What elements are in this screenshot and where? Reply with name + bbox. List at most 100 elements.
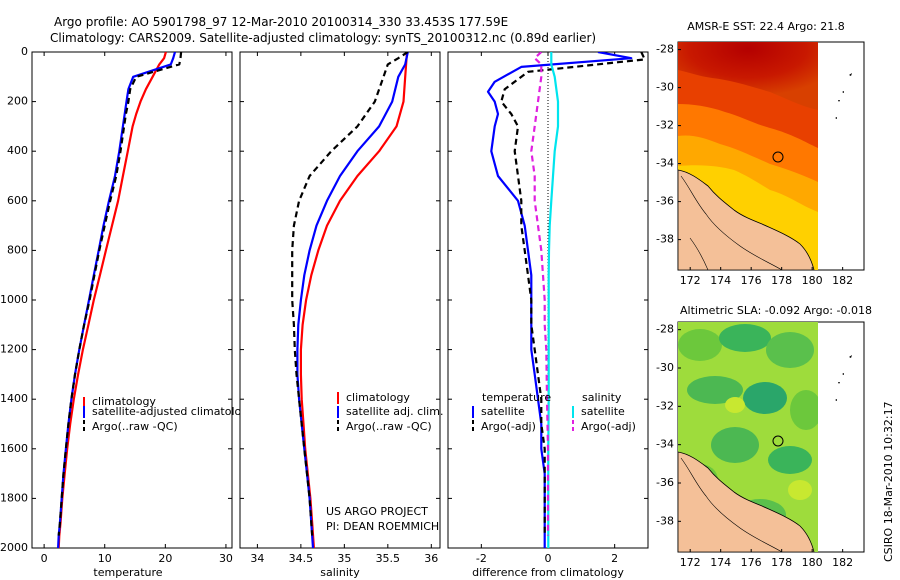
salinity-xlabel: salinity xyxy=(320,566,360,579)
difference-xlabel: difference from climatology xyxy=(472,566,624,579)
series-line-salinity-satellite xyxy=(547,52,560,548)
temperature-ticks: 0 10 20 30 0 200 400 600 800 1000 1200 1400 1600 1800… xyxy=(0,45,233,565)
y-tick-label: 600 xyxy=(7,194,28,207)
panel-salinity: 34 34.5 35 35.5 36 salinity climatology sate… xyxy=(239,51,443,579)
x-tick-label: 0 xyxy=(545,552,552,565)
map-y-tick-label: -28 xyxy=(656,323,674,336)
map-x-tick-label: 174 xyxy=(710,274,731,287)
map-sla-land xyxy=(678,451,815,552)
legend-label-climatology: climatology xyxy=(92,395,156,408)
figure-title-line1: Argo profile: AO 5901798_97 12-Mar-2010 … xyxy=(54,15,508,29)
legend-label-temp-satellite: satellite xyxy=(481,405,525,418)
map-y-tick-label: -30 xyxy=(656,361,674,374)
map-y-tick-label: -38 xyxy=(656,233,674,246)
figure-title-line2: Climatology: CARS2009. Satellite-adjuste… xyxy=(50,31,596,45)
map-y-tick-label: -34 xyxy=(656,438,674,451)
map-x-tick-label: 174 xyxy=(710,556,731,569)
map-sla: Altimetric SLA: -0.092 Argo: -0.018 172 1… xyxy=(656,304,872,569)
panel-difference: -2 0 2 difference from climatology tempera… xyxy=(447,51,649,579)
x-tick-label: 2 xyxy=(611,552,618,565)
x-tick-label: 36 xyxy=(424,552,438,565)
y-tick-label: 0 xyxy=(21,45,28,58)
map-y-tick-label: -36 xyxy=(656,476,674,489)
map-sla-field xyxy=(678,322,818,552)
project-name: US ARGO PROJECT xyxy=(326,505,428,518)
salinity-series-group xyxy=(291,52,409,548)
y-tick-label: 1000 xyxy=(0,293,28,306)
temperature-xlabel: temperature xyxy=(93,566,162,579)
map-y-tick-label: -36 xyxy=(656,195,674,208)
x-tick-label: 35 xyxy=(337,552,351,565)
map-sst-field xyxy=(678,42,818,270)
y-tick-label: 400 xyxy=(7,144,28,157)
x-tick-label: 20 xyxy=(158,552,172,565)
legend-group-temperature: temperature xyxy=(482,391,551,404)
salinity-legend: climatology satellite adj. clim. Argo(..… xyxy=(337,391,443,433)
x-tick-label: 34.5 xyxy=(289,552,314,565)
x-tick-label: 35.5 xyxy=(376,552,401,565)
y-tick-label: 1400 xyxy=(0,392,28,405)
salinity-axes-box xyxy=(239,51,441,549)
temperature-legend: climatology satellite-adjusted climatolo… xyxy=(83,395,255,433)
map-x-tick-label: 182 xyxy=(832,274,853,287)
map-x-tick-label: 180 xyxy=(802,556,823,569)
map-x-tick-label: 176 xyxy=(741,274,762,287)
y-tick-label: 800 xyxy=(7,243,28,256)
series-line-salinity-argo-adj- xyxy=(530,52,550,536)
legend-label-argo: Argo(..raw -QC) xyxy=(346,420,432,433)
map-sst-land xyxy=(678,169,815,270)
series-line-argo-raw-qc- xyxy=(57,52,183,536)
x-tick-label: 10 xyxy=(98,552,112,565)
map-x-tick-label: 172 xyxy=(680,556,701,569)
y-tick-label: 1600 xyxy=(0,442,28,455)
series-line-argo-raw-qc- xyxy=(291,52,409,536)
map-y-tick-label: -30 xyxy=(656,81,674,94)
x-tick-label: 34 xyxy=(250,552,264,565)
map-sst-ticks: 172 174 176 178 180 182 -28 -30 -32 -34 -36 -38 xyxy=(656,43,853,287)
difference-ticks: -2 0 2 xyxy=(448,51,648,565)
series-line-temperature-satellite xyxy=(486,52,633,548)
x-tick-label: 0 xyxy=(41,552,48,565)
argo-position-marker xyxy=(772,151,784,163)
argo-position-marker xyxy=(772,435,784,447)
map-x-tick-label: 176 xyxy=(741,556,762,569)
credit-label: CSIRO 18-Mar-2010 10:32:17 xyxy=(882,401,895,562)
map-y-tick-label: -38 xyxy=(656,514,674,527)
x-tick-label: -2 xyxy=(476,552,487,565)
map-sla-title: Altimetric SLA: -0.092 Argo: -0.018 xyxy=(680,304,872,317)
map-sst: AMSR-E SST: 22.4 Argo: 21.8 172 174 176 178… xyxy=(656,20,865,287)
difference-series-group xyxy=(486,52,646,548)
legend-label-sal-argo: Argo(-adj) xyxy=(581,420,636,433)
series-line-temperature-argo-adj- xyxy=(500,52,646,536)
difference-legend: temperature salinity satellite Argo(-adj… xyxy=(472,391,636,433)
series-line-satellite-adjusted-climatology xyxy=(57,52,177,548)
y-tick-label: 2000 xyxy=(0,541,28,554)
legend-label-satellite: satellite adj. clim. xyxy=(346,405,443,418)
legend-label-climatology: climatology xyxy=(346,391,410,404)
x-tick-label: 30 xyxy=(219,552,233,565)
temperature-series-group xyxy=(57,52,183,548)
panel-temperature: 0 10 20 30 0 200 400 600 800 1000 1200 1400 1600 1800… xyxy=(0,45,255,579)
legend-label-argo: Argo(..raw -QC) xyxy=(92,420,178,433)
map-y-tick-label: -32 xyxy=(656,399,674,412)
y-tick-label: 200 xyxy=(7,95,28,108)
map-x-tick-label: 180 xyxy=(802,274,823,287)
series-line-climatology xyxy=(57,52,167,548)
legend-group-salinity: salinity xyxy=(582,391,622,404)
y-tick-label: 1200 xyxy=(0,343,28,356)
map-y-tick-label: -32 xyxy=(656,119,674,132)
map-x-tick-label: 172 xyxy=(680,274,701,287)
salinity-ticks: 34 34.5 35 35.5 36 xyxy=(240,51,440,565)
legend-label-satellite: satellite-adjusted climatology xyxy=(92,405,255,418)
legend-label-sal-satellite: satellite xyxy=(581,405,625,418)
y-tick-label: 1800 xyxy=(0,491,28,504)
legend-label-temp-argo: Argo(-adj) xyxy=(481,420,536,433)
map-sla-ticks: 172 174 176 178 180 182 -28 -30 -32 -34 -36 -38 xyxy=(656,323,853,569)
map-x-tick-label: 178 xyxy=(771,274,792,287)
map-x-tick-label: 182 xyxy=(832,556,853,569)
map-sst-title: AMSR-E SST: 22.4 Argo: 21.8 xyxy=(687,20,845,33)
map-y-tick-label: -28 xyxy=(656,43,674,56)
project-pi: PI: DEAN ROEMMICH xyxy=(326,520,439,533)
map-y-tick-label: -34 xyxy=(656,157,674,170)
